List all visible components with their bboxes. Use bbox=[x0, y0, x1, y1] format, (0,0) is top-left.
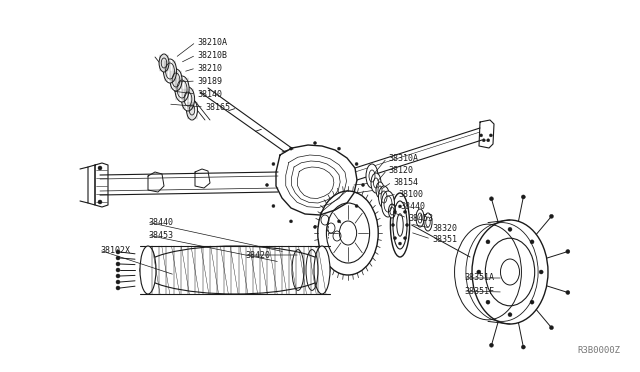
Text: 38210: 38210 bbox=[197, 64, 222, 73]
Text: 38351F: 38351F bbox=[464, 286, 494, 295]
Circle shape bbox=[477, 270, 481, 274]
Ellipse shape bbox=[317, 191, 378, 275]
Circle shape bbox=[508, 227, 512, 231]
Circle shape bbox=[289, 220, 292, 223]
Ellipse shape bbox=[140, 246, 330, 294]
Ellipse shape bbox=[186, 100, 198, 120]
Ellipse shape bbox=[376, 182, 384, 198]
Text: 39189: 39189 bbox=[197, 77, 222, 86]
Circle shape bbox=[314, 141, 317, 144]
Ellipse shape bbox=[390, 193, 410, 257]
Ellipse shape bbox=[381, 191, 394, 217]
Ellipse shape bbox=[366, 164, 378, 188]
Ellipse shape bbox=[170, 69, 182, 91]
Circle shape bbox=[483, 139, 485, 142]
Text: 38320: 38320 bbox=[432, 224, 457, 232]
Circle shape bbox=[403, 237, 406, 240]
Text: 38351: 38351 bbox=[432, 234, 457, 244]
Circle shape bbox=[530, 240, 534, 244]
Circle shape bbox=[566, 291, 570, 295]
Circle shape bbox=[116, 256, 120, 260]
Circle shape bbox=[272, 205, 275, 208]
Text: 38100: 38100 bbox=[398, 189, 423, 199]
Circle shape bbox=[486, 300, 490, 304]
Circle shape bbox=[116, 280, 120, 284]
Circle shape bbox=[399, 205, 401, 208]
Text: 38102X: 38102X bbox=[100, 246, 130, 254]
Ellipse shape bbox=[424, 213, 432, 231]
Circle shape bbox=[394, 237, 397, 240]
Circle shape bbox=[522, 195, 525, 199]
Circle shape bbox=[539, 270, 543, 274]
Text: 38310A: 38310A bbox=[388, 154, 418, 163]
Circle shape bbox=[403, 211, 406, 214]
Circle shape bbox=[406, 224, 408, 227]
Ellipse shape bbox=[181, 87, 195, 111]
Ellipse shape bbox=[140, 246, 156, 294]
Circle shape bbox=[116, 250, 120, 254]
Circle shape bbox=[355, 205, 358, 208]
Circle shape bbox=[530, 300, 534, 304]
Ellipse shape bbox=[314, 246, 330, 294]
Circle shape bbox=[98, 200, 102, 204]
Circle shape bbox=[399, 242, 401, 245]
Circle shape bbox=[314, 225, 317, 228]
Circle shape bbox=[490, 134, 492, 137]
Circle shape bbox=[98, 166, 102, 170]
Circle shape bbox=[486, 240, 490, 244]
Circle shape bbox=[550, 326, 554, 330]
Circle shape bbox=[362, 183, 365, 186]
Ellipse shape bbox=[388, 204, 396, 218]
Text: 38210B: 38210B bbox=[197, 51, 227, 60]
Text: 38140: 38140 bbox=[197, 90, 222, 99]
Circle shape bbox=[337, 220, 340, 223]
Ellipse shape bbox=[378, 186, 390, 208]
Circle shape bbox=[116, 286, 120, 290]
Text: 38440: 38440 bbox=[148, 218, 173, 227]
Circle shape bbox=[522, 345, 525, 349]
Text: 38453: 38453 bbox=[148, 231, 173, 240]
Circle shape bbox=[392, 224, 394, 227]
Text: 38154: 38154 bbox=[393, 177, 418, 186]
Text: 38420: 38420 bbox=[245, 250, 270, 260]
Circle shape bbox=[566, 250, 570, 253]
Ellipse shape bbox=[175, 76, 189, 102]
Text: R3B0000Z: R3B0000Z bbox=[577, 346, 620, 355]
Ellipse shape bbox=[416, 209, 424, 227]
Ellipse shape bbox=[163, 59, 177, 83]
Circle shape bbox=[355, 163, 358, 166]
Circle shape bbox=[116, 274, 120, 278]
Ellipse shape bbox=[472, 220, 548, 324]
Ellipse shape bbox=[159, 54, 169, 72]
Circle shape bbox=[272, 163, 275, 166]
Text: 38440: 38440 bbox=[400, 202, 425, 211]
Circle shape bbox=[289, 147, 292, 150]
Circle shape bbox=[479, 134, 483, 137]
Circle shape bbox=[266, 183, 269, 186]
Circle shape bbox=[337, 147, 340, 150]
Text: 38453: 38453 bbox=[408, 214, 433, 222]
Circle shape bbox=[490, 343, 493, 347]
Text: 38165: 38165 bbox=[205, 103, 230, 112]
Text: 38210A: 38210A bbox=[197, 38, 227, 46]
Circle shape bbox=[486, 139, 490, 142]
Circle shape bbox=[116, 268, 120, 272]
Circle shape bbox=[394, 211, 397, 214]
Circle shape bbox=[116, 262, 120, 266]
Text: 38120: 38120 bbox=[388, 166, 413, 174]
Text: 38351A: 38351A bbox=[464, 273, 494, 282]
Circle shape bbox=[550, 214, 554, 218]
Ellipse shape bbox=[371, 173, 381, 193]
Circle shape bbox=[490, 197, 493, 201]
Circle shape bbox=[508, 312, 512, 317]
